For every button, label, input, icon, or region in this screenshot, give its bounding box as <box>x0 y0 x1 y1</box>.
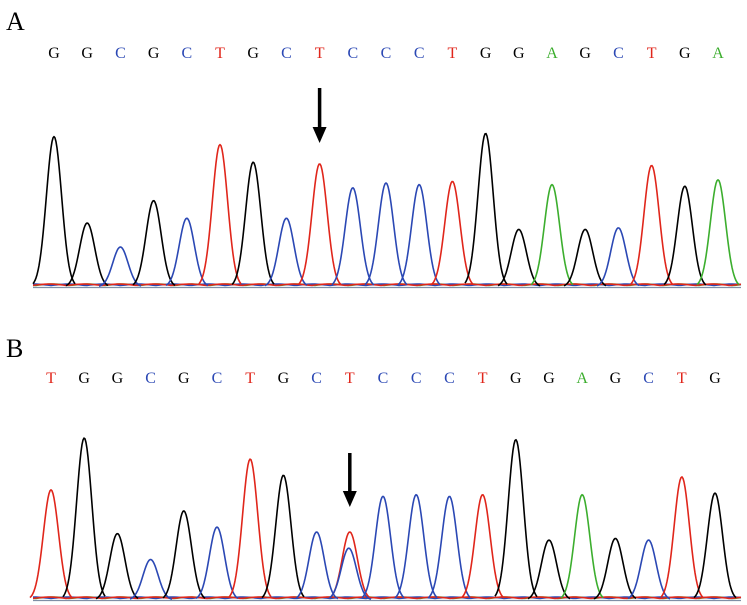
base-call: A <box>576 370 588 387</box>
peak <box>129 558 173 600</box>
base-call: G <box>48 45 60 62</box>
noise-trace-t <box>32 283 742 287</box>
base-call: G <box>510 370 522 387</box>
base-call: C <box>414 45 425 62</box>
base-call: C <box>613 45 624 62</box>
peak <box>660 476 704 599</box>
base-call: G <box>679 45 691 62</box>
peak <box>497 228 541 287</box>
base-call: C <box>115 45 126 62</box>
base-call: C <box>281 45 292 62</box>
base-call: T <box>46 370 56 387</box>
base-call: C <box>411 370 422 387</box>
peak <box>693 492 737 599</box>
base-call: C <box>212 370 223 387</box>
peak <box>663 185 707 286</box>
peak <box>95 532 139 600</box>
peak <box>361 495 405 599</box>
base-call: G <box>513 45 525 62</box>
peak <box>295 531 339 600</box>
peak <box>560 493 604 599</box>
peak <box>630 164 674 286</box>
base-call: G <box>81 45 93 62</box>
base-call: T <box>315 45 325 62</box>
peak <box>397 183 441 286</box>
peak <box>461 494 505 599</box>
base-call: A <box>546 45 558 62</box>
peak <box>331 187 375 286</box>
base-call: G <box>278 370 290 387</box>
base-call: A <box>712 45 724 62</box>
base-call: T <box>478 370 488 387</box>
peak <box>298 163 342 286</box>
base-call: G <box>148 45 160 62</box>
noise-trace-t <box>32 596 742 600</box>
mutation-arrow <box>342 453 357 507</box>
base-call: T <box>345 370 355 387</box>
peak <box>261 474 305 599</box>
base-call: G <box>178 370 190 387</box>
base-call: G <box>480 45 492 62</box>
base-call: T <box>448 45 458 62</box>
peak <box>563 228 607 287</box>
base-call: G <box>579 45 591 62</box>
peak <box>494 438 538 598</box>
base-call: G <box>78 370 90 387</box>
base-call: T <box>647 45 657 62</box>
base-call: G <box>610 370 622 387</box>
peak <box>162 510 206 599</box>
base-call: G <box>709 370 721 387</box>
peak <box>596 227 640 287</box>
base-call: C <box>347 45 358 62</box>
base-call: C <box>378 370 389 387</box>
panel-label: A <box>6 7 25 36</box>
peak <box>394 493 438 599</box>
peak <box>32 135 76 285</box>
peak <box>364 182 408 286</box>
peak <box>530 183 574 286</box>
panel-label: B <box>6 334 23 363</box>
peak <box>132 199 176 287</box>
peak <box>627 539 671 600</box>
peak <box>427 495 471 599</box>
peak <box>195 526 239 600</box>
base-call: C <box>311 370 322 387</box>
base-call: T <box>677 370 687 387</box>
peak <box>29 489 73 599</box>
peak <box>264 217 308 287</box>
secondary-peak <box>328 547 372 601</box>
peak <box>62 437 106 598</box>
peak <box>527 539 571 600</box>
base-call: T <box>215 45 225 62</box>
base-call: C <box>444 370 455 387</box>
base-call: T <box>245 370 255 387</box>
base-call: G <box>112 370 124 387</box>
base-call: G <box>543 370 555 387</box>
peak <box>231 161 275 285</box>
base-call: C <box>181 45 192 62</box>
peak <box>228 458 272 598</box>
peak <box>430 180 474 286</box>
peak <box>198 143 242 285</box>
peak <box>464 132 508 285</box>
mutation-arrow <box>312 88 327 143</box>
panel-a: A G G C G C T G C T C C C T G G A G C T G A <box>6 7 742 289</box>
peak <box>593 537 637 600</box>
base-call: C <box>381 45 392 62</box>
base-call: C <box>643 370 654 387</box>
base-call: G <box>247 45 259 62</box>
peak <box>696 179 740 286</box>
base-call: C <box>145 370 156 387</box>
peak <box>98 246 142 287</box>
peak <box>65 222 109 287</box>
peak <box>165 217 209 287</box>
panel-b: B T G G C G C T G C T C C C T G G A G C T G <box>6 334 742 602</box>
